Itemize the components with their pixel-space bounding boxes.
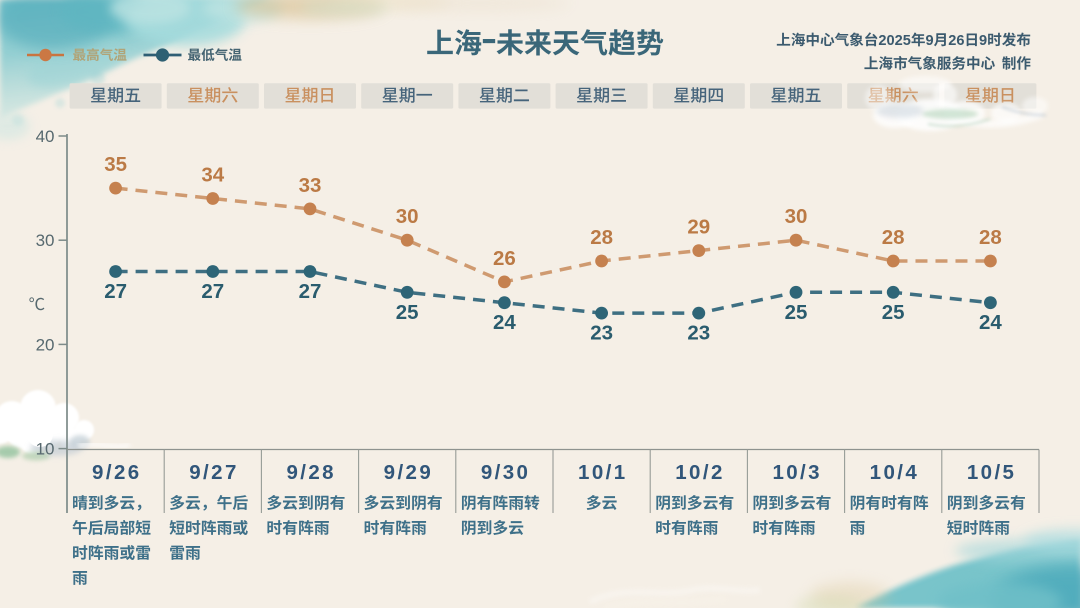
svg-text:20: 20	[36, 335, 55, 354]
svg-text:28: 28	[590, 226, 613, 249]
svg-text:10/1: 10/1	[578, 461, 628, 484]
svg-text:30: 30	[785, 205, 808, 228]
svg-text:30: 30	[36, 231, 55, 250]
svg-text:10/4: 10/4	[870, 461, 920, 484]
svg-text:9/28: 9/28	[286, 461, 336, 484]
svg-text:26: 26	[493, 247, 516, 270]
svg-text:9/29: 9/29	[384, 461, 434, 484]
svg-text:2025: 2025	[878, 33, 910, 49]
svg-text:9/30: 9/30	[481, 461, 531, 484]
svg-text:9: 9	[979, 33, 987, 49]
svg-text:10/3: 10/3	[772, 461, 822, 484]
svg-text:25: 25	[785, 301, 808, 324]
svg-text:10/5: 10/5	[967, 461, 1017, 484]
svg-text:26: 26	[948, 33, 964, 49]
svg-text:23: 23	[687, 322, 710, 345]
svg-text:33: 33	[299, 174, 322, 197]
svg-text:24: 24	[979, 311, 1002, 334]
svg-text:28: 28	[979, 226, 1002, 249]
svg-text:9: 9	[925, 33, 933, 49]
svg-text:29: 29	[687, 216, 710, 239]
svg-text:24: 24	[493, 311, 516, 334]
svg-text:27: 27	[104, 280, 127, 303]
svg-text:9/27: 9/27	[189, 461, 239, 484]
svg-text:25: 25	[882, 301, 905, 324]
svg-text:9/26: 9/26	[92, 461, 142, 484]
svg-text:25: 25	[396, 301, 419, 324]
svg-text:10/2: 10/2	[675, 461, 725, 484]
svg-text:30: 30	[396, 205, 419, 228]
svg-text:27: 27	[201, 280, 224, 303]
svg-text:35: 35	[104, 153, 127, 176]
svg-text:10: 10	[36, 440, 55, 459]
svg-text:28: 28	[882, 226, 905, 249]
svg-text:40: 40	[36, 127, 55, 146]
svg-text:27: 27	[299, 280, 322, 303]
svg-text:23: 23	[590, 322, 613, 345]
svg-text:34: 34	[201, 164, 224, 187]
